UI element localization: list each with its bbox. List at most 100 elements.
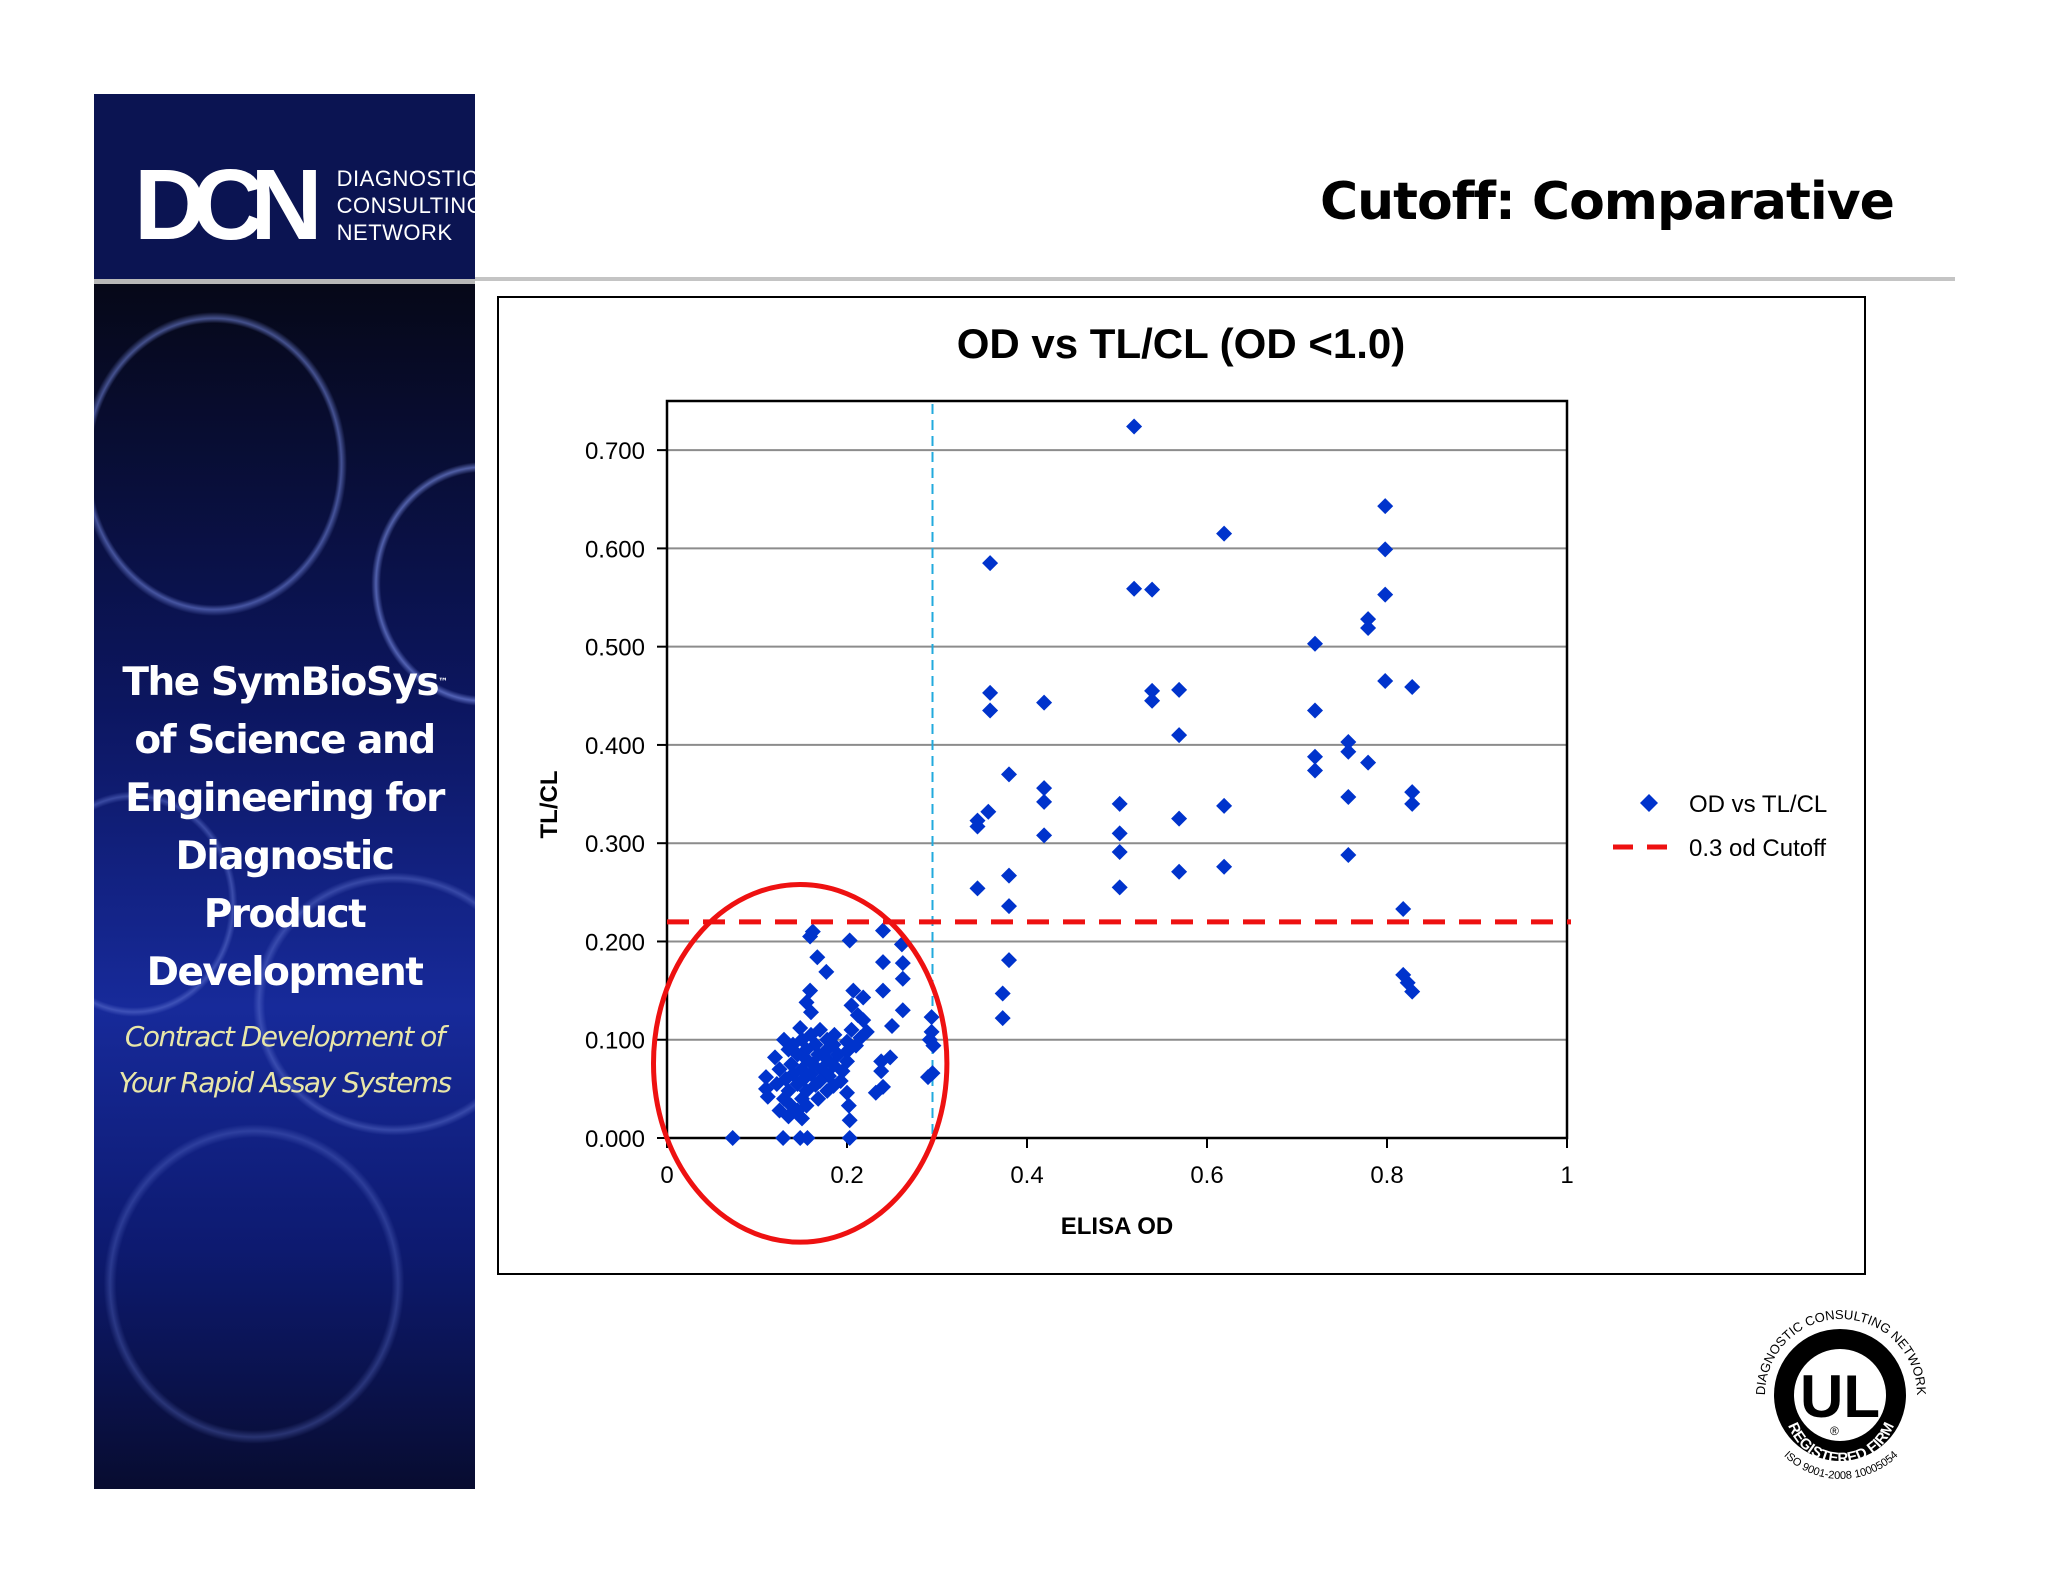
y-tick-label: 0.700 [585, 438, 645, 465]
data-point [848, 1037, 864, 1054]
sidebar-header: DCN DIAGNOSTIC CONSULTING NETWORK [94, 94, 475, 279]
data-point [1001, 766, 1017, 783]
data-point [758, 1069, 774, 1086]
data-point [819, 1031, 836, 1048]
ul-mark: UL [1800, 1363, 1880, 1430]
logo-line: DIAGNOSTIC [336, 165, 475, 191]
sidebar-divider [94, 279, 475, 284]
tagline-line: The SymBioSys [122, 660, 439, 705]
data-point [1404, 795, 1421, 812]
chart-container: OD vs TL/CL (OD <1.0) 0.000 0.100 0.200 0.30… [497, 296, 1866, 1275]
data-point [812, 1021, 828, 1038]
data-point [724, 1130, 741, 1146]
data-point [923, 1023, 940, 1040]
data-point [1404, 983, 1421, 1000]
data-point [845, 982, 862, 999]
data-point [810, 1046, 827, 1063]
data-point [767, 1049, 783, 1066]
logo-text: DIAGNOSTIC CONSULTING NETWORK [337, 165, 475, 246]
data-point [1126, 580, 1143, 597]
y-axis-label: TL/CL [536, 771, 563, 839]
data-point [803, 1066, 819, 1083]
plot-border [665, 399, 1569, 1140]
data-point [1307, 635, 1323, 652]
data-point [1360, 619, 1377, 636]
y-tick-label: 0.300 [585, 831, 645, 858]
data-point [921, 1031, 938, 1048]
data-point [982, 702, 999, 719]
data-point [825, 1057, 842, 1074]
data-point [1340, 789, 1357, 806]
data-point [1307, 748, 1323, 765]
data-point [780, 1041, 797, 1058]
data-point [969, 818, 986, 835]
data-point [923, 1009, 940, 1026]
subtagline: Contract Development of Your Rapid Assay… [94, 1014, 475, 1106]
data-point [832, 1073, 849, 1090]
data-point [839, 1033, 855, 1050]
data-point [1036, 827, 1053, 844]
x-tick-label: 0 [660, 1162, 673, 1189]
data-point [1377, 673, 1394, 690]
data-point [1307, 702, 1323, 719]
y-tick-label: 0.000 [585, 1126, 645, 1153]
data-point [1111, 879, 1128, 896]
x-tick-label: 0.2 [830, 1162, 863, 1189]
data-point [810, 1090, 827, 1107]
dcn-logo: DCN DIAGNOSTIC CONSULTING NETWORK [134, 149, 475, 261]
data-point [855, 1012, 872, 1029]
data-point [807, 1036, 824, 1053]
data-point [1036, 793, 1053, 810]
highlight-ellipse [651, 881, 950, 1245]
tagline-line: Diagnostic Product [175, 834, 395, 937]
data-point [1340, 743, 1357, 760]
data-point [843, 997, 860, 1014]
data-point [783, 1056, 800, 1073]
data-point [994, 1010, 1011, 1027]
data-point [1001, 867, 1017, 884]
data-point [969, 880, 986, 897]
data-point [1404, 678, 1421, 695]
data-point [789, 1046, 806, 1063]
data-point [1036, 694, 1053, 711]
data-point [1360, 754, 1377, 771]
data-point [1216, 858, 1233, 875]
x-tick-label: 0.6 [1190, 1162, 1223, 1189]
data-point [1171, 727, 1188, 744]
data-point [1340, 733, 1357, 750]
data-point [804, 1056, 821, 1073]
data-point [818, 963, 835, 980]
data-point [884, 1017, 900, 1034]
data-point [1001, 952, 1017, 969]
logo-mark: DCN [134, 149, 323, 261]
data-point [789, 1075, 806, 1092]
data-point [980, 803, 997, 820]
data-point [873, 1063, 890, 1080]
x-tick-label: 0.8 [1370, 1162, 1403, 1189]
data-point [768, 1075, 785, 1092]
data-point [798, 1051, 815, 1068]
data-point [794, 1110, 810, 1127]
data-point [826, 1026, 843, 1043]
data-point [982, 684, 999, 701]
data-point [758, 1080, 774, 1097]
data-point [794, 1061, 810, 1078]
data-point [819, 1051, 836, 1068]
registered-symbol: ® [1830, 1424, 1839, 1438]
tagline-line: of Science and [134, 718, 436, 763]
data-point [759, 1088, 776, 1105]
data-point [982, 555, 999, 572]
data-point [875, 954, 891, 971]
data-point [882, 1049, 899, 1066]
data-point [780, 1108, 797, 1125]
data-point [852, 1029, 869, 1046]
data-point [1171, 810, 1188, 827]
data-point [1111, 795, 1128, 812]
data-point [840, 1097, 857, 1114]
data-point [1144, 682, 1161, 699]
data-point [841, 1112, 858, 1129]
data-point [1216, 797, 1233, 814]
data-point [803, 1026, 819, 1043]
data-point [825, 1036, 842, 1053]
logo-line: NETWORK [336, 219, 453, 245]
